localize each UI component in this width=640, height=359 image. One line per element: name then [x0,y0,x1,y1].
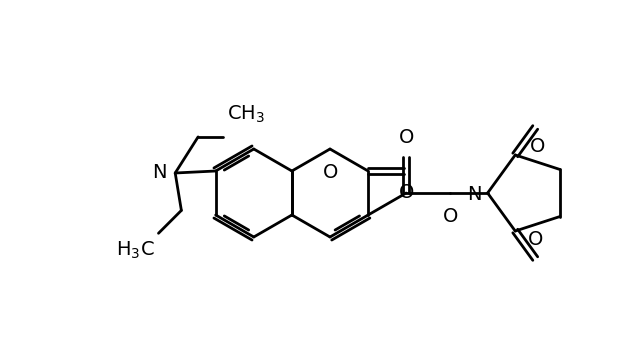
Text: O: O [399,128,414,147]
Text: O: O [399,183,414,202]
Text: N: N [467,186,482,205]
Text: O: O [529,137,545,157]
Text: N: N [152,163,166,182]
Text: CH$_3$: CH$_3$ [227,104,265,125]
Text: O: O [323,163,339,182]
Text: O: O [442,207,458,226]
Text: H$_3$C: H$_3$C [116,239,154,261]
Text: O: O [527,229,543,248]
